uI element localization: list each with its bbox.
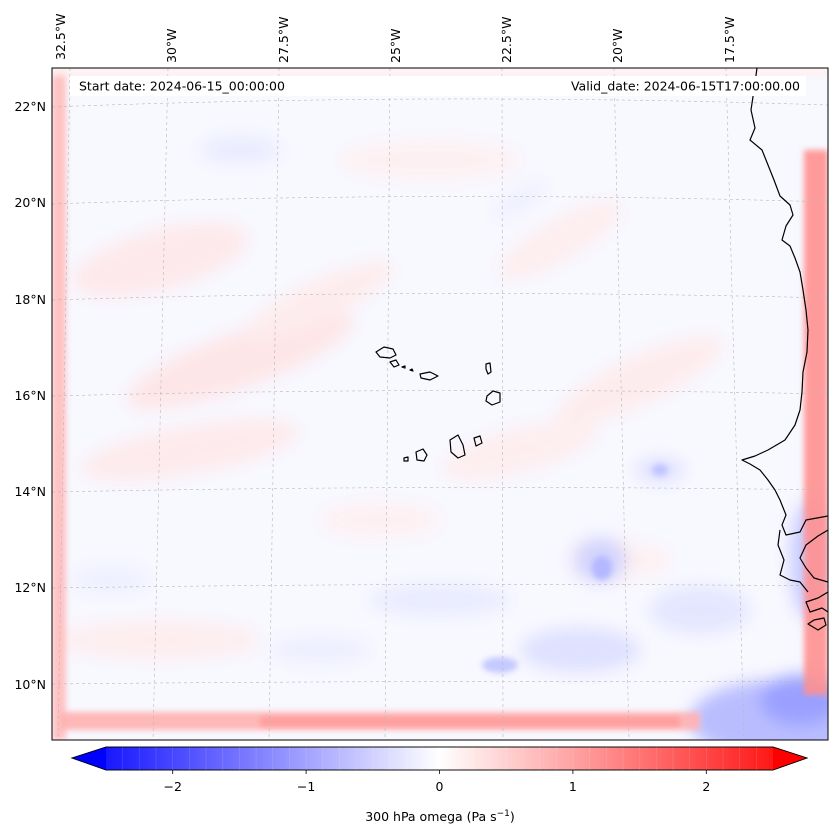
graticule <box>52 68 828 740</box>
colorbar-tick-label: 2 <box>702 779 710 794</box>
coastline <box>375 68 828 631</box>
lat-label-16n: 16°N <box>14 388 46 403</box>
colorbar-extend-left <box>72 747 106 770</box>
colorbar-tick-label: 0 <box>436 779 444 794</box>
lon-label-17-5w: 17.5°W <box>722 17 737 63</box>
valid-date-label: Valid_date: 2024-06-15T17:00:00.00 <box>571 79 800 94</box>
lat-label-18n: 18°N <box>14 292 46 307</box>
lon-label-20w: 20°W <box>610 28 625 63</box>
colorbar-extend-right <box>773 747 807 770</box>
map-frame <box>51 67 829 741</box>
info-box <box>70 76 806 96</box>
colorbar-title: 300 hPa omega (Pa s−1) <box>365 809 515 824</box>
map-panel: Start date: 2024-06-15_00:00:00 Valid_da… <box>51 67 829 741</box>
start-date-label: Start date: 2024-06-15_00:00:00 <box>79 79 285 94</box>
lon-label-30w: 30°W <box>164 28 179 63</box>
colorbar-ticks: −2 −1 0 1 2 <box>122 747 757 794</box>
colorbar-tick-label: 1 <box>569 779 577 794</box>
lon-label-22-5w: 22.5°W <box>499 17 514 63</box>
colorbar-tick-label: −2 <box>163 779 181 794</box>
colorbar-tick-label: −1 <box>297 779 315 794</box>
lat-label-20n: 20°N <box>14 195 46 210</box>
lat-label-10n: 10°N <box>14 677 46 692</box>
latitude-labels: 22°N 20°N 18°N 16°N 14°N 12°N 10°N <box>14 99 46 692</box>
lon-label-32-5w: 32.5°W <box>53 14 68 60</box>
colorbar: −2 −1 0 1 2 300 hPa omega (Pa s−1) <box>70 746 809 824</box>
lat-label-14n: 14°N <box>14 484 46 499</box>
omega-field <box>52 68 828 740</box>
lon-label-27-5w: 27.5°W <box>276 17 291 63</box>
lat-label-22n: 22°N <box>14 99 46 114</box>
lat-label-12n: 12°N <box>14 580 46 595</box>
longitude-labels: 32.5°W 30°W 27.5°W 25°W 22.5°W 20°W 17.5… <box>53 14 737 63</box>
lon-label-25w: 25°W <box>388 28 403 63</box>
